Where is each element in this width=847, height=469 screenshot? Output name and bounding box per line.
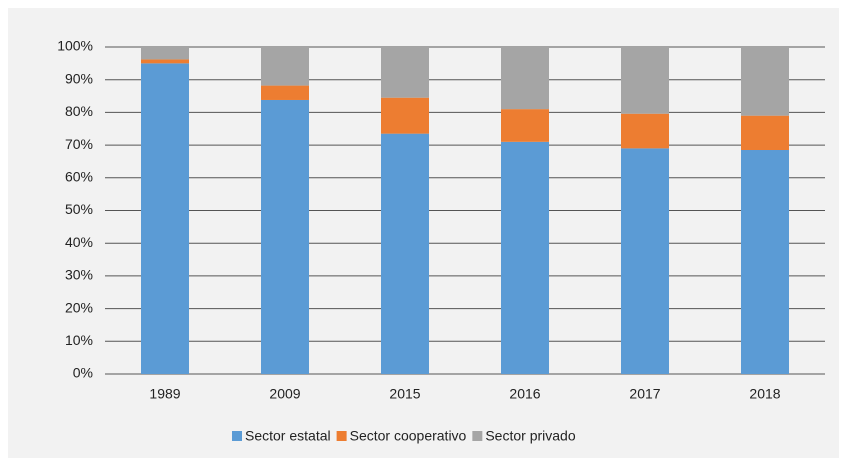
bar-segment	[621, 47, 669, 114]
bar-segment	[501, 47, 549, 110]
bar-segment	[141, 59, 189, 64]
legend-swatch	[472, 431, 483, 441]
y-tick-label: 0%	[73, 365, 93, 381]
x-tick-label: 2018	[749, 386, 780, 402]
bar-segment	[261, 99, 309, 374]
bar-segment	[621, 148, 669, 374]
y-tick-label: 60%	[65, 169, 93, 185]
y-tick-label: 20%	[65, 299, 93, 315]
y-tick-label: 50%	[65, 201, 93, 217]
legend-label: Sector cooperativo	[350, 428, 467, 444]
x-tick-label: 2017	[629, 386, 660, 402]
legend-swatch	[232, 431, 242, 441]
x-tick-label: 1989	[149, 386, 180, 402]
x-tick-label: 2016	[509, 386, 540, 402]
x-tick-label: 2009	[269, 386, 300, 402]
bar-segment	[741, 150, 789, 374]
y-tick-label: 80%	[65, 103, 93, 119]
bar-segment	[501, 109, 549, 142]
bar-segment	[141, 47, 189, 60]
bar-segment	[741, 47, 789, 116]
legend-swatch	[336, 431, 347, 441]
bar-segment	[501, 141, 549, 374]
x-tick-label: 2015	[389, 386, 420, 402]
bar-segment	[261, 85, 309, 100]
y-tick-label: 70%	[65, 136, 93, 152]
legend-label: Sector privado	[485, 428, 575, 444]
y-tick-label: 100%	[57, 38, 93, 54]
bar-segment	[381, 97, 429, 134]
bar-segment	[741, 115, 789, 151]
bar-segment	[141, 63, 189, 374]
bar-segment	[381, 133, 429, 374]
bar-segment	[261, 47, 309, 86]
y-tick-label: 10%	[65, 332, 93, 348]
bar-segment	[621, 113, 669, 149]
legend-label: Sector estatal	[245, 428, 331, 444]
bar-segment	[381, 47, 429, 98]
y-tick-label: 40%	[65, 234, 93, 250]
y-tick-label: 30%	[65, 267, 93, 283]
y-tick-label: 90%	[65, 70, 93, 86]
